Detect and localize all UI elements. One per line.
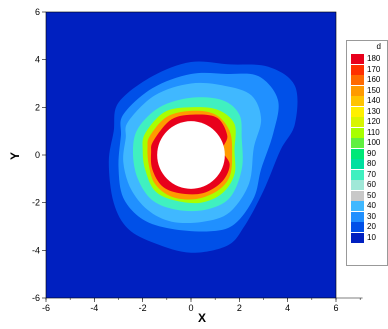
y-axis-label: Y (8, 152, 22, 160)
legend-entry: 180 (351, 54, 387, 64)
legend-label: 10 (367, 232, 376, 242)
legend-entry: 110 (351, 127, 387, 138)
legend-entry: 60 (351, 180, 387, 190)
axis-ticks: -6 -4 -2 0 2 4 6 6 4 2 0 -2 -4 -6 (32, 7, 363, 313)
legend-swatch (351, 54, 364, 64)
legend-swatch (351, 169, 364, 180)
central-hole (157, 121, 225, 189)
legend-entry: 160 (351, 75, 387, 85)
legend-label: 50 (367, 190, 376, 200)
legend-swatch (351, 148, 364, 159)
colorbar-legend: d 180 170 160 150 140 130 120 110 100 90 80 70 60 50 4… (346, 40, 388, 266)
legend-label: 160 (367, 75, 381, 84)
legend-label: 80 (367, 159, 376, 168)
x-tick-label: -6 (42, 303, 50, 313)
y-tick-label: -2 (32, 198, 40, 208)
y-tick-label: 4 (35, 55, 40, 65)
legend-swatch (351, 64, 364, 75)
legend-swatch (351, 159, 364, 169)
legend-swatch (351, 232, 364, 243)
legend-title: d (376, 42, 381, 51)
legend-swatch (351, 190, 364, 201)
legend-label: 130 (367, 106, 381, 116)
x-tick-label: 6 (333, 303, 338, 313)
y-tick-label: -4 (32, 245, 40, 255)
legend-entry: 20 (351, 222, 387, 232)
legend-label: 170 (367, 64, 381, 74)
legend-label: 90 (367, 148, 376, 158)
legend-label: 20 (367, 222, 376, 231)
y-tick-label: -6 (32, 293, 40, 303)
legend-entry: 150 (351, 85, 387, 96)
legend-entry: 40 (351, 201, 387, 211)
legend-swatch (351, 180, 364, 190)
legend-entry: 70 (351, 169, 387, 180)
legend-entry: 120 (351, 117, 387, 127)
x-axis-label: X (198, 311, 206, 325)
legend-label: 60 (367, 180, 376, 189)
legend-swatch (351, 211, 364, 222)
legend-swatch (351, 117, 364, 127)
legend-label: 120 (367, 117, 381, 126)
y-tick-label: 0 (35, 150, 40, 160)
legend-label: 70 (367, 169, 376, 179)
x-tick-label: 2 (237, 303, 242, 313)
legend-entry: 80 (351, 159, 387, 169)
legend-swatch (351, 96, 364, 106)
legend-swatch (351, 75, 364, 85)
x-tick-label: -4 (90, 303, 98, 313)
x-tick-label: 4 (285, 303, 290, 313)
legend-swatch (351, 222, 364, 232)
hole-layer (157, 121, 225, 189)
legend-swatch (351, 201, 364, 211)
y-tick-label: 6 (35, 7, 40, 17)
legend-swatch (351, 138, 364, 148)
legend-entry: 50 (351, 190, 387, 201)
legend-label: 150 (367, 85, 381, 95)
legend-entry: 90 (351, 148, 387, 159)
legend-label: 110 (367, 127, 380, 137)
legend-swatch (351, 106, 364, 117)
legend-swatch (351, 85, 364, 96)
legend-entry: 100 (351, 138, 387, 148)
y-tick-label: 2 (35, 102, 40, 112)
x-tick-label: 0 (188, 303, 193, 313)
legend-entry: 130 (351, 106, 387, 117)
legend-label: 40 (367, 201, 376, 210)
legend-label: 30 (367, 211, 376, 221)
x-tick-label: -2 (139, 303, 147, 313)
legend-entry: 10 (351, 232, 387, 243)
legend-entry: 140 (351, 96, 387, 106)
legend-label: 100 (367, 138, 381, 147)
legend-label: 180 (367, 54, 381, 63)
legend-label: 140 (367, 96, 381, 105)
legend-entry: 30 (351, 211, 387, 222)
legend-swatch (351, 127, 364, 138)
legend-entry: 170 (351, 64, 387, 75)
